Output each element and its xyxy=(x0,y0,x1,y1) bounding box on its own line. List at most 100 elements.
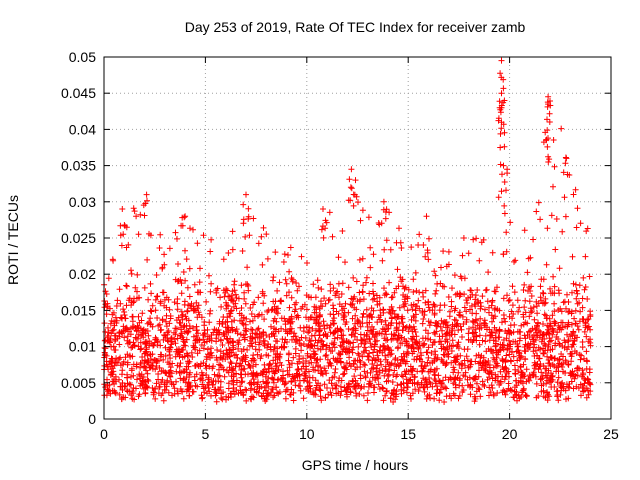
data-point xyxy=(270,379,277,386)
data-point xyxy=(266,360,273,367)
data-point xyxy=(328,380,335,387)
data-point xyxy=(487,368,494,374)
data-point xyxy=(402,284,409,291)
data-point xyxy=(542,129,549,136)
data-point xyxy=(166,347,173,353)
data-point xyxy=(261,340,267,347)
data-point xyxy=(200,345,207,352)
data-point xyxy=(414,303,420,310)
data-point xyxy=(438,345,445,352)
data-point xyxy=(182,277,189,284)
data-point xyxy=(545,101,552,108)
data-point xyxy=(286,289,292,296)
data-point xyxy=(512,370,519,377)
data-point xyxy=(242,331,248,338)
data-point xyxy=(342,259,348,266)
data-point xyxy=(318,298,324,305)
data-point xyxy=(286,328,293,335)
data-point xyxy=(265,307,272,314)
data-point xyxy=(535,199,542,206)
data-point xyxy=(500,358,506,365)
data-point xyxy=(548,376,554,383)
data-point xyxy=(560,353,566,360)
data-point xyxy=(105,366,112,373)
data-point xyxy=(116,286,123,293)
data-point xyxy=(207,248,214,255)
data-point xyxy=(247,337,254,344)
data-point xyxy=(180,368,187,375)
data-point xyxy=(147,315,154,322)
data-point xyxy=(371,295,378,302)
data-point xyxy=(215,331,222,338)
data-point xyxy=(476,341,483,348)
data-point xyxy=(426,375,433,381)
data-point xyxy=(142,389,149,396)
data-point xyxy=(517,335,524,342)
data-point xyxy=(523,392,530,399)
data-point xyxy=(175,314,182,321)
data-point xyxy=(573,295,580,302)
data-point xyxy=(531,365,538,372)
data-point xyxy=(130,372,137,379)
data-point xyxy=(537,283,544,290)
data-point xyxy=(394,382,401,389)
data-point xyxy=(392,396,399,403)
data-point xyxy=(381,285,387,292)
data-point xyxy=(455,345,462,352)
data-point xyxy=(112,314,119,321)
data-point xyxy=(165,296,172,303)
data-point xyxy=(494,284,500,291)
data-point xyxy=(130,205,137,212)
data-point xyxy=(526,372,533,379)
data-point xyxy=(204,346,211,353)
data-point xyxy=(173,368,180,375)
data-point xyxy=(425,256,432,263)
data-point xyxy=(278,297,284,304)
data-point xyxy=(241,295,248,302)
data-point xyxy=(184,284,191,291)
data-point xyxy=(420,316,427,322)
data-point xyxy=(560,169,567,176)
data-point xyxy=(542,342,549,349)
data-point xyxy=(317,346,324,353)
data-point xyxy=(244,346,251,353)
data-point xyxy=(192,362,198,369)
data-point xyxy=(296,358,303,365)
data-point xyxy=(526,313,533,320)
data-point xyxy=(292,306,299,313)
data-point xyxy=(389,294,396,300)
y-tick-label: 0.03 xyxy=(69,194,96,210)
data-point xyxy=(228,360,235,367)
data-point xyxy=(524,332,531,339)
data-point xyxy=(120,231,127,238)
data-point xyxy=(572,307,579,314)
y-tick-label: 0.04 xyxy=(69,121,96,137)
data-point xyxy=(381,335,388,342)
data-point xyxy=(294,287,301,294)
data-point xyxy=(494,362,501,369)
data-point xyxy=(430,301,437,308)
data-point xyxy=(144,376,151,383)
data-point xyxy=(342,300,349,307)
data-point xyxy=(551,283,558,290)
data-point xyxy=(107,320,114,327)
data-point xyxy=(412,339,419,346)
data-point xyxy=(186,265,193,272)
data-point xyxy=(157,231,164,238)
data-point xyxy=(490,391,497,398)
data-point xyxy=(524,342,531,349)
data-point xyxy=(366,319,373,326)
data-point xyxy=(440,351,447,358)
data-point xyxy=(393,320,400,326)
data-point xyxy=(452,291,459,298)
data-point xyxy=(193,332,200,339)
data-point xyxy=(174,300,181,307)
data-point xyxy=(400,283,406,290)
data-point xyxy=(315,284,322,291)
data-point xyxy=(198,314,205,321)
data-point xyxy=(145,296,152,303)
data-point xyxy=(353,278,360,285)
data-point xyxy=(266,333,273,340)
x-tick-label: 25 xyxy=(603,426,619,442)
data-point xyxy=(445,353,452,360)
